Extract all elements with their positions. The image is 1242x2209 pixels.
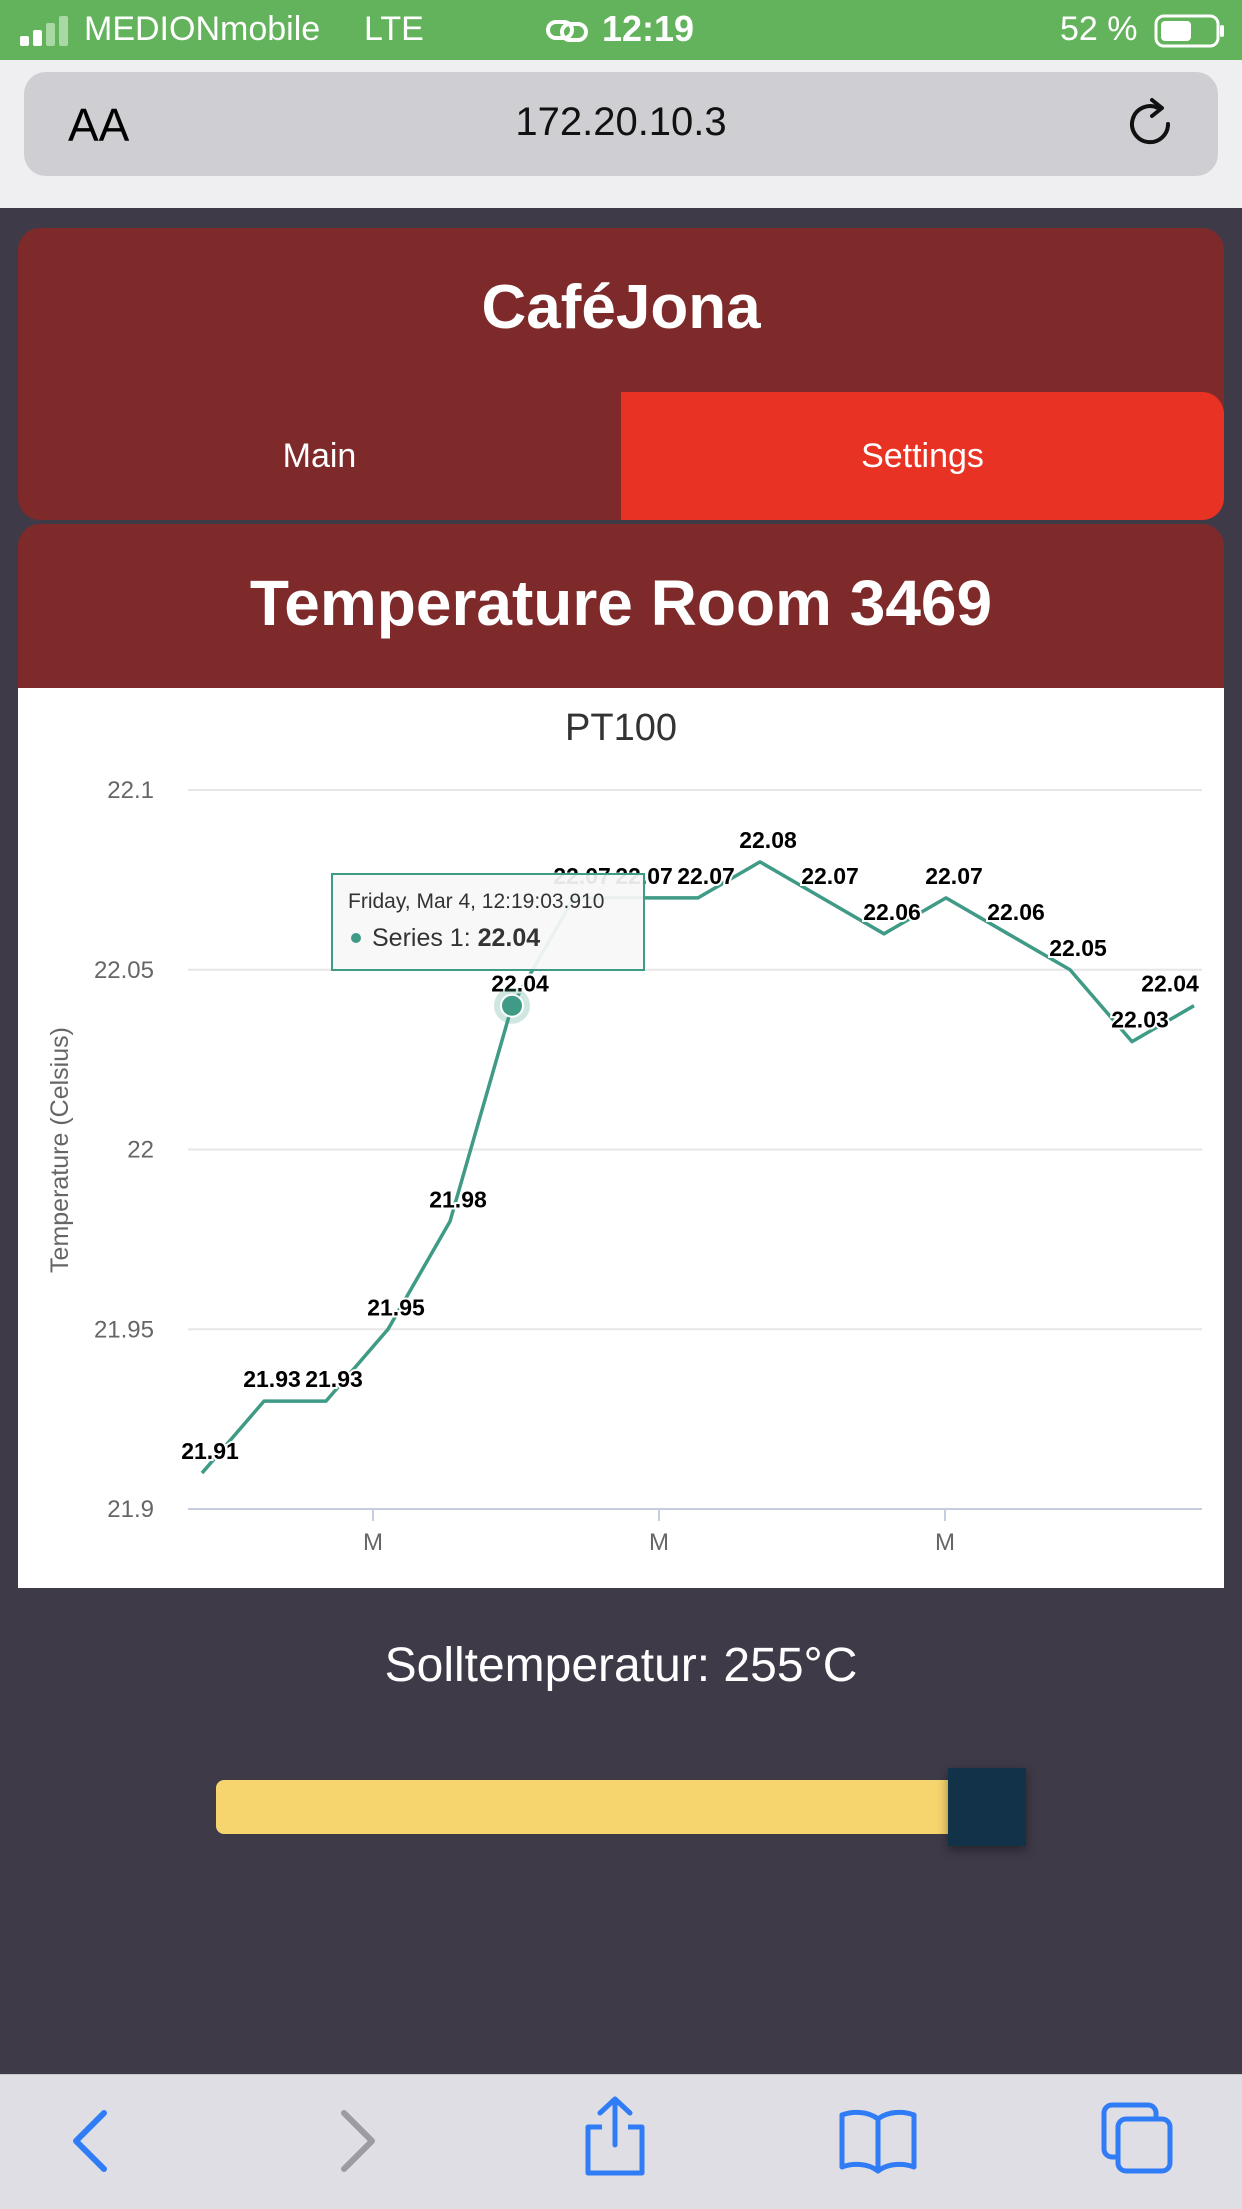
y-tick-label: 22.1 [107, 777, 154, 804]
bookmarks-icon[interactable] [838, 2105, 918, 2175]
y-tick-label: 21.95 [94, 1316, 154, 1343]
carrier-name: MEDIONmobile [84, 10, 321, 48]
tab-settings[interactable]: Settings [621, 392, 1224, 520]
data-label: 21.98 [429, 1186, 487, 1212]
series-line [200, 860, 1195, 1475]
tab-main[interactable]: Main [282, 437, 357, 475]
status-bar: MEDIONmobile LTE 12:19 52 % [0, 0, 1242, 60]
temperature-chart[interactable]: PT100 21.9 21.95 22 22.05 22.1 Temperature (Ce… [18, 688, 1224, 1588]
data-label: 22.06 [987, 899, 1045, 925]
page-title: Temperature Room 3469 [249, 567, 993, 639]
text-size-button[interactable]: AA [68, 98, 129, 152]
data-label: 22.07 [677, 863, 735, 889]
tooltip-series-label: Series 1: 22.04 [372, 924, 540, 952]
battery-icon [1154, 14, 1224, 48]
data-label: 21.91 [181, 1438, 239, 1464]
y-axis-label: Temperature (Celsius) [46, 1027, 74, 1273]
data-label: 22.06 [863, 899, 921, 925]
tooltip-date: Friday, Mar 4, 12:19:03.910 [348, 890, 604, 913]
chart-svg[interactable]: PT100 21.9 21.95 22 22.05 22.1 Temperature (Ce… [18, 688, 1224, 1588]
data-point-hovered [500, 993, 524, 1018]
x-tick-label: M [935, 1529, 955, 1556]
signal-icon [20, 16, 68, 46]
app-header: CaféJona Main Settings [18, 228, 1224, 520]
data-label: 22.07 [925, 863, 983, 889]
x-tick-label: M [649, 1529, 669, 1556]
target-temperature-label: Solltemperatur: 255°C [384, 1639, 858, 1692]
url-text[interactable]: 172.20.10.3 [515, 100, 727, 144]
y-tick-label: 21.9 [107, 1496, 154, 1523]
data-label: 22.05 [1049, 935, 1107, 961]
brand-title: CaféJona [481, 273, 761, 342]
tooltip-value: 22.04 [478, 924, 541, 952]
share-icon[interactable] [580, 2093, 650, 2179]
reload-icon[interactable] [1124, 94, 1180, 154]
data-label: 21.93 [305, 1366, 363, 1392]
data-label: 22.04 [491, 971, 549, 997]
network-type: LTE [364, 10, 424, 48]
target-temperature-slider[interactable] [216, 1780, 1026, 1834]
back-icon[interactable] [60, 2105, 120, 2175]
browser-toolbar [0, 2074, 1242, 2209]
status-time: 12:19 [602, 8, 695, 49]
y-tick-label: 22 [127, 1137, 154, 1164]
tabs-icon[interactable] [1100, 2101, 1176, 2177]
data-label: 21.95 [367, 1294, 425, 1320]
room-title-card: Temperature Room 3469 [18, 524, 1224, 688]
tooltip-series-marker [351, 933, 361, 943]
data-label: 21.93 [243, 1366, 301, 1392]
y-tick-label: 22.05 [94, 957, 154, 984]
text-size-label: AA [68, 99, 130, 151]
battery-percent: 52 % [1060, 10, 1138, 48]
forward-icon[interactable] [328, 2105, 388, 2175]
data-label: 22.08 [739, 827, 797, 853]
data-label: 22.03 [1111, 1007, 1169, 1033]
data-label: 22.07 [801, 863, 859, 889]
data-label: 22.04 [1141, 971, 1199, 997]
tooltip-box [331, 873, 645, 971]
hotspot-link-icon [546, 20, 588, 42]
x-tick-label: M [363, 1529, 383, 1556]
chart-title: PT100 [565, 707, 677, 749]
address-bar[interactable]: AA 172.20.10.3 [24, 72, 1218, 176]
slider-thumb[interactable] [948, 1768, 1026, 1846]
